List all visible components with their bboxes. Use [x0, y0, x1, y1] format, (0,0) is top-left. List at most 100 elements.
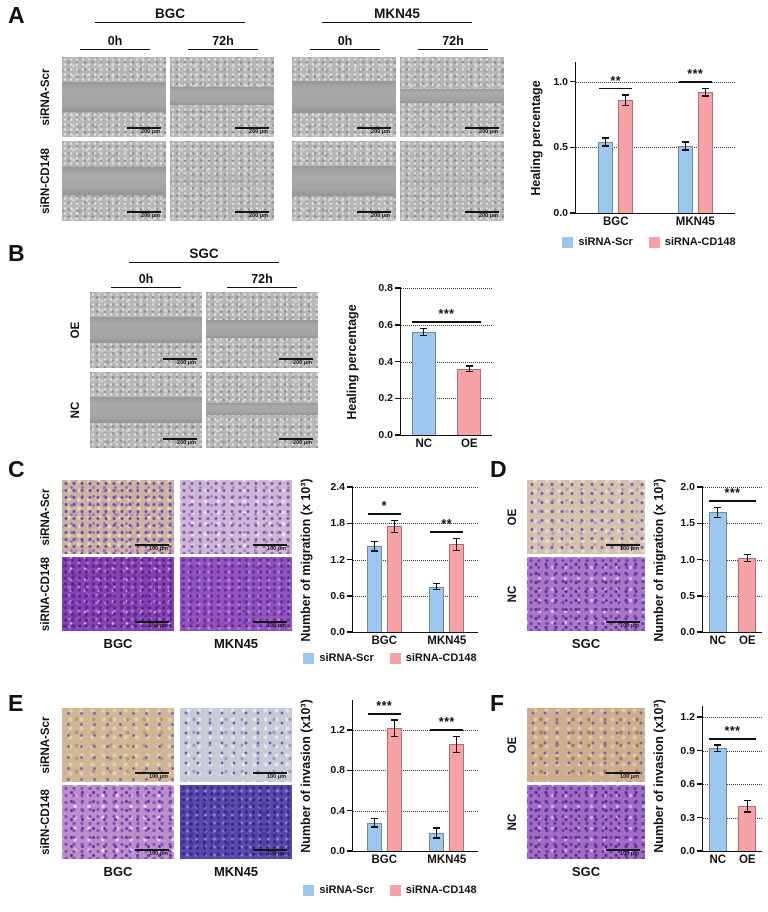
gridline	[353, 770, 478, 772]
bar-BGC-siRNA-CD148	[386, 526, 402, 632]
group-header-mkn45: MKN45	[322, 6, 472, 23]
error-bar	[423, 328, 425, 336]
scale-bar: 100 μm	[135, 772, 169, 780]
scale-bar: 100 μm	[606, 621, 640, 629]
y-tick-label: 2.4	[330, 481, 345, 493]
micrograph-oe-sgc-72h: 200 μm	[206, 292, 318, 368]
error-bar	[605, 138, 607, 147]
gridline	[353, 523, 478, 525]
gridline	[703, 750, 762, 752]
micrograph-scr-bgc-0h: 200 μm	[62, 57, 166, 137]
micrograph-cd148-bgc-0h: 200 μm	[62, 141, 166, 221]
col-label-bgc: BGC	[103, 636, 133, 651]
y-tick-label: 1.2	[680, 711, 695, 724]
scale-bar: 100 μm	[253, 621, 287, 629]
legend-swatch	[303, 884, 315, 896]
error-cap	[465, 370, 473, 373]
error-cap	[453, 549, 461, 552]
scale-bar: 200 μm	[127, 211, 161, 219]
x-axis-label: NC	[709, 635, 727, 647]
col-label-mkn45: MKN45	[213, 636, 259, 651]
error-cap	[433, 837, 441, 839]
y-tick-label: 0.0	[378, 429, 393, 441]
error-cap	[681, 149, 689, 151]
bar-MKN45-siRNA-CD148	[449, 744, 465, 851]
y-tick	[347, 769, 353, 772]
error-cap	[714, 744, 722, 746]
y-tick	[395, 324, 401, 326]
significance-stars: **	[610, 73, 622, 88]
wound-gap	[90, 397, 202, 423]
migration-chart-c: * BGC ** MKN45 0.0 0.6 1.2 1.8 2.4	[330, 481, 478, 647]
scale-bar: 200 μm	[127, 127, 161, 135]
gridline	[703, 487, 762, 488]
error-cap	[701, 95, 709, 97]
gridline	[353, 559, 478, 561]
y-tick	[697, 631, 703, 633]
wound-gap	[62, 166, 166, 196]
row-label-nc: NC	[507, 585, 519, 603]
panel-label-b: B	[8, 240, 25, 266]
y-tick	[395, 434, 401, 436]
scale-bar: 100 μm	[606, 544, 640, 552]
legend-label: siRNA-Scr	[319, 652, 374, 664]
y-tick-label: 0.4	[330, 804, 345, 817]
scale-bar: 200 μm	[357, 211, 391, 219]
row-label-sirna-cd148: siRNA-CD148	[40, 556, 52, 632]
gridline	[401, 288, 492, 289]
micrograph-scr-mkn45-0h: 200 μm	[292, 57, 396, 137]
wound-gap	[400, 177, 504, 184]
error-cap	[622, 104, 630, 107]
y-tick	[697, 716, 703, 718]
row-label-sirn-cd148: siRN-CD148	[40, 789, 52, 855]
bar-NC	[708, 512, 727, 632]
time-header-72h: 72h	[188, 34, 258, 50]
scale-bar: 100 μm	[135, 544, 169, 552]
y-tick	[395, 360, 401, 363]
error-cap	[420, 327, 428, 330]
panel-label-f: F	[490, 690, 505, 716]
x-axis-label: OE	[738, 854, 756, 866]
y-tick	[697, 850, 703, 852]
bar-NC	[411, 332, 436, 435]
row-label-sirna-scr: siRNA-Scr	[40, 68, 52, 126]
y-tick-label: 1.2	[330, 553, 345, 566]
wound-gap	[90, 317, 202, 343]
row-label-nc: NC	[507, 813, 519, 831]
legend-swatch	[389, 652, 401, 664]
y-tick-label: 1.5	[680, 517, 695, 530]
error-bar	[393, 520, 395, 533]
y-axis-label: Healing percentage	[345, 304, 359, 420]
y-tick	[570, 212, 576, 214]
legend-swatch	[389, 884, 401, 896]
y-tick-label: 0.0	[330, 626, 345, 638]
y-tick-label: 0.0	[680, 626, 695, 638]
scale-bar: 200 μm	[357, 127, 391, 135]
x-axis-label: NC	[415, 438, 433, 450]
significance-line	[367, 513, 401, 515]
bar-BGC-siRNA-CD148	[386, 728, 402, 851]
row-label-oe: OE	[70, 321, 82, 339]
error-cap	[743, 560, 751, 563]
error-bar	[373, 818, 375, 827]
y-tick	[570, 80, 576, 83]
y-tick	[697, 783, 703, 785]
scale-bar: 200 μm	[279, 358, 313, 366]
x-axis-label: MKN45	[427, 635, 467, 647]
row-label-sirna-scr: siRNA-Scr	[40, 716, 52, 774]
healing-chart-a: ** BGC *** MKN45 0.0 0.5 1.0	[553, 62, 735, 228]
gridline	[576, 81, 735, 83]
scale-bar: 100 μm	[253, 544, 287, 552]
micrograph-invasion-nc-sgc: 100 μm	[527, 785, 645, 859]
significance-line	[430, 531, 464, 533]
bar-BGC-siRNA-Scr	[366, 546, 382, 632]
y-tick	[697, 595, 703, 597]
error-cap	[453, 537, 461, 540]
gridline	[353, 810, 478, 812]
scale-bar: 100 μm	[606, 849, 640, 857]
row-label-sirna-scr: siRNA-Scr	[40, 488, 52, 546]
error-bar	[456, 538, 458, 551]
legend-item: siRNA-CD148	[648, 236, 736, 248]
error-cap	[370, 818, 378, 820]
y-tick-label: 1.0	[553, 75, 568, 88]
